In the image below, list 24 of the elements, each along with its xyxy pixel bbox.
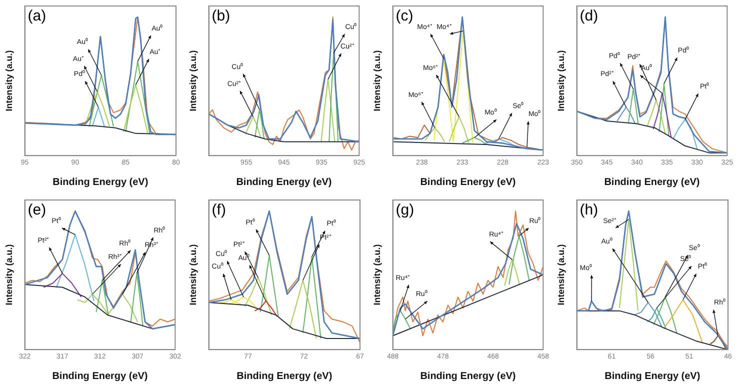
y-axis-title: Intensity (a.u.) [4, 50, 14, 112]
y-axis-title: Intensity (a.u.) [4, 244, 14, 306]
x-axis-title: Binding Energy (eV) [420, 176, 516, 188]
chart-title: (a) [28, 8, 46, 25]
chart-title: (e) [28, 202, 46, 219]
chart-title: (b) [212, 8, 230, 25]
y-axis-title: Intensity (a.u.) [188, 50, 198, 112]
chart-title: (f) [212, 202, 226, 219]
x-axis-title: Binding Energy (eV) [52, 176, 148, 188]
y-axis-title: Intensity (a.u.) [188, 244, 198, 306]
y-axis-title: Intensity (a.u.) [372, 244, 382, 306]
chart-title: (d) [580, 8, 598, 25]
x-axis-title: Binding Energy (eV) [604, 370, 700, 382]
x-axis-title: Binding Energy (eV) [604, 176, 700, 188]
chart-title: (h) [580, 202, 598, 219]
x-axis-title: Binding Energy (eV) [236, 370, 332, 382]
y-axis-title: Intensity (a.u.) [556, 50, 566, 112]
x-axis-title: Binding Energy (eV) [420, 370, 516, 382]
chart-title: (g) [396, 202, 414, 219]
chart-title: (c) [396, 8, 414, 25]
y-axis-title: Intensity (a.u.) [372, 50, 382, 112]
x-axis-title: Binding Energy (eV) [52, 370, 148, 382]
y-axis-title: Intensity (a.u.) [556, 244, 566, 306]
x-axis-title: Binding Energy (eV) [236, 176, 332, 188]
